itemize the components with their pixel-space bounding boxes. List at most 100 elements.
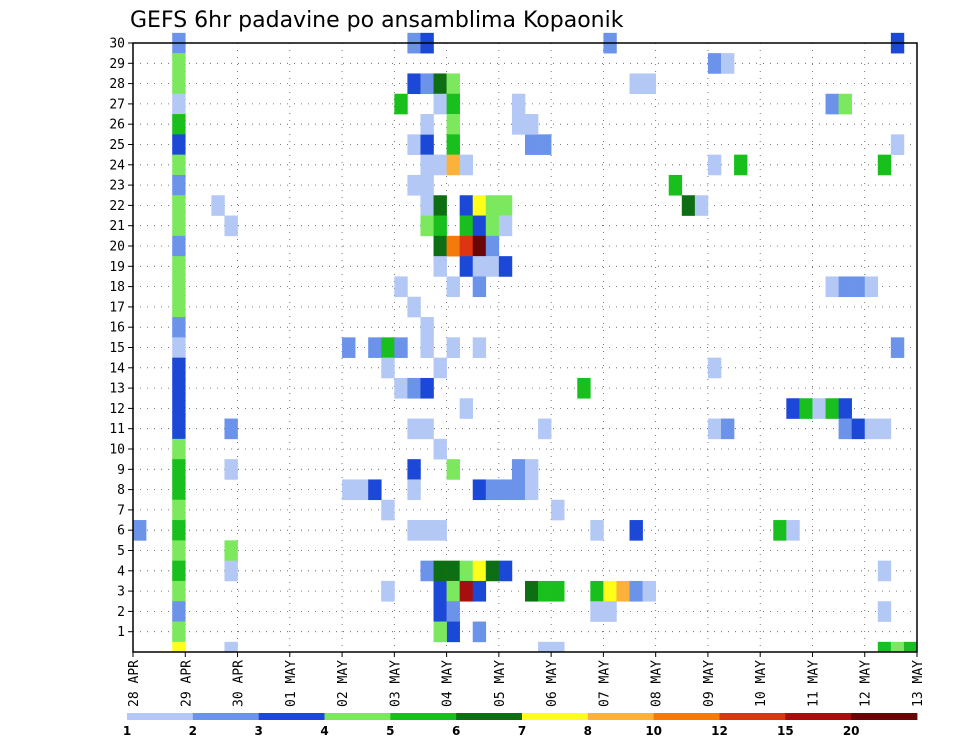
precip-cell — [172, 641, 186, 653]
precip-cell — [551, 499, 565, 521]
precip-cell — [172, 154, 186, 176]
precip-cell — [538, 134, 552, 155]
colorbar-swatch — [192, 713, 260, 720]
precip-cell — [172, 256, 186, 277]
precip-cell — [472, 195, 487, 216]
precip-cell — [721, 418, 735, 440]
colorbar-label: 20 — [843, 724, 860, 738]
x-tick-label: 01 MAY — [284, 660, 299, 707]
y-tick-label: 15 — [109, 341, 125, 356]
precip-cell — [629, 580, 643, 602]
precip-cell — [525, 114, 539, 135]
y-tick-label: 5 — [117, 544, 125, 559]
precip-cells — [133, 32, 918, 653]
colorbar-swatch — [456, 713, 523, 720]
precip-cell — [172, 276, 186, 298]
precip-cell — [433, 154, 447, 176]
precip-cell — [459, 580, 474, 602]
precip-cell — [668, 174, 683, 196]
precip-cell — [498, 560, 513, 582]
precip-cell — [590, 580, 604, 602]
precip-cell — [433, 215, 447, 237]
precip-cell — [498, 195, 513, 216]
precip-cell — [172, 174, 186, 196]
precip-cell — [433, 195, 447, 216]
y-tick-label: 11 — [109, 422, 125, 437]
precip-cell — [459, 256, 474, 277]
precip-cell — [224, 560, 238, 582]
x-tick-label: 13 MAY — [911, 660, 926, 707]
precip-cell — [381, 357, 395, 379]
precip-cell — [825, 276, 839, 298]
y-axis: 1234567891011121314151617181920212223242… — [109, 37, 133, 640]
precip-cell — [472, 560, 487, 582]
y-tick-label: 9 — [117, 463, 125, 478]
precip-cell — [498, 479, 513, 501]
precip-cell — [172, 580, 186, 602]
colorbar-swatch — [785, 713, 852, 720]
precip-cell — [459, 195, 474, 216]
x-tick-label: 04 MAY — [441, 660, 456, 707]
precip-cell — [903, 641, 918, 653]
precip-cell — [538, 580, 552, 602]
precip-cell — [707, 53, 722, 74]
precip-cell — [446, 93, 460, 115]
precip-cell — [446, 560, 460, 582]
precip-cell — [407, 134, 421, 155]
y-tick-label: 4 — [117, 564, 125, 579]
colorbar-swatch — [390, 713, 457, 720]
precip-cell — [799, 398, 813, 419]
colorbar-label: 15 — [777, 724, 794, 738]
precip-cell — [485, 215, 500, 237]
precip-cell — [368, 337, 382, 358]
colorbar-label: 5 — [386, 724, 394, 738]
precip-cell — [446, 73, 460, 95]
y-tick-label: 26 — [109, 118, 125, 133]
precip-cell — [472, 337, 487, 358]
precip-cell — [812, 398, 826, 419]
precip-cell — [433, 520, 447, 541]
y-tick-label: 20 — [109, 240, 125, 255]
precip-cell — [694, 195, 709, 216]
precip-cell — [172, 540, 186, 561]
precip-cell — [394, 93, 408, 115]
precip-cell — [394, 337, 408, 358]
precip-cell — [498, 215, 513, 237]
precip-cell — [433, 357, 447, 379]
precip-cell — [629, 520, 643, 541]
precip-cell — [433, 73, 447, 95]
precip-cell — [577, 377, 591, 399]
precip-cell — [459, 235, 474, 257]
y-tick-label: 19 — [109, 260, 125, 275]
precip-cell — [707, 418, 722, 440]
precip-cell — [172, 317, 186, 338]
precip-cell — [433, 438, 447, 460]
precip-cell — [407, 296, 421, 318]
precip-cell — [525, 459, 539, 480]
x-tick-label: 11 MAY — [806, 660, 821, 707]
x-axis: 28 APR 29 APR 30 APR 01 MAY 02 MAY 03 MAY 04 M… — [127, 652, 926, 707]
precip-cell — [172, 337, 186, 358]
x-tick-label: 07 MAY — [597, 660, 612, 707]
precip-cell — [838, 276, 852, 298]
precip-cell — [590, 601, 604, 622]
y-tick-label: 13 — [109, 382, 125, 397]
colorbar-label: 3 — [254, 724, 262, 738]
y-tick-label: 22 — [109, 199, 125, 214]
precip-cell — [172, 215, 186, 237]
precip-cell — [864, 276, 879, 298]
precip-cell — [629, 73, 643, 95]
precip-cell — [472, 256, 487, 277]
precip-cell — [707, 357, 722, 379]
precip-cell — [472, 276, 487, 298]
precip-cell — [381, 337, 395, 358]
y-tick-label: 30 — [109, 37, 125, 52]
y-tick-label: 2 — [117, 605, 125, 620]
precip-cell — [407, 459, 421, 480]
precip-cell — [420, 154, 434, 176]
precip-cell — [472, 621, 487, 643]
x-tick-label: 30 APR — [232, 660, 247, 707]
chart-title: GEFS 6hr padavine po ansamblima Kopaonik — [130, 8, 624, 33]
precip-cell — [381, 499, 395, 521]
precip-cell — [368, 479, 382, 501]
